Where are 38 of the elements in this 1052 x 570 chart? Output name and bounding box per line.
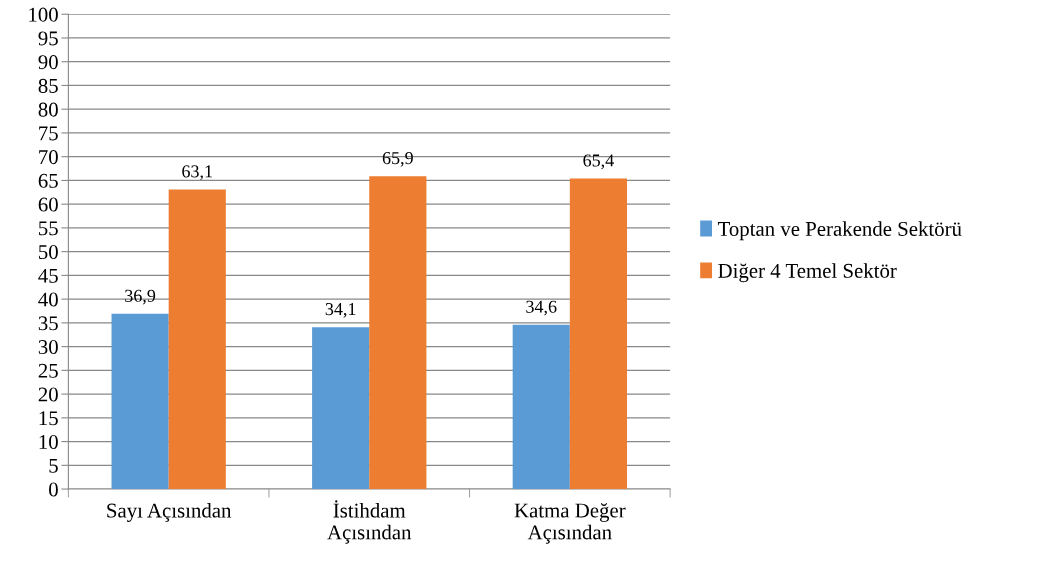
y-tick-label: 60 [38,197,58,212]
y-tick-label: 20 [38,387,58,402]
data-label: 36,9 [125,289,156,305]
y-tick-label: 5 [49,458,58,473]
y-tick-label: 75 [39,126,58,141]
data-label: 34,6 [526,300,557,316]
y-tick-label: 65 [38,173,58,188]
y-tick-label: 50 [39,245,58,260]
y-tick-label: 70 [39,150,58,165]
y-tick-label: 30 [38,339,58,355]
x-tick-label: Katma Değer Açısından [514,503,626,544]
bar [369,176,427,490]
y-tick-label: 85 [38,78,58,93]
bar [111,313,169,490]
y-tick-label: 90 [38,55,58,70]
y-tick-label: 10 [39,434,58,450]
y-tick-label: 25 [38,363,58,378]
data-label: 65,4 [583,154,614,170]
y-tick-label: 80 [38,102,58,117]
bar [168,189,226,490]
data-label: 63,1 [182,165,212,181]
x-tick-label: İstihdam Açısından [327,500,412,544]
bar [569,178,627,490]
y-tick-label: 95 [38,31,58,46]
y-tick-label: 15 [39,411,58,426]
y-tick-label: 100 [29,7,58,22]
y-tick-label: 35 [38,316,58,331]
data-label: 65,9 [382,152,413,167]
bar [312,327,370,490]
legend-label: Toptan ve Perakende Sektörü [717,221,962,241]
y-tick-label: 0 [49,482,58,497]
data-label: 34,1 [325,303,356,318]
bar [512,324,570,490]
y-tick-label: 45 [38,268,58,283]
y-tick-label: 40 [38,292,58,307]
x-tick-label: Sayı Açısından [107,502,232,522]
legend-label: Diğer 4 Temel Sektör [718,263,897,283]
y-tick-label: 55 [39,221,58,236]
